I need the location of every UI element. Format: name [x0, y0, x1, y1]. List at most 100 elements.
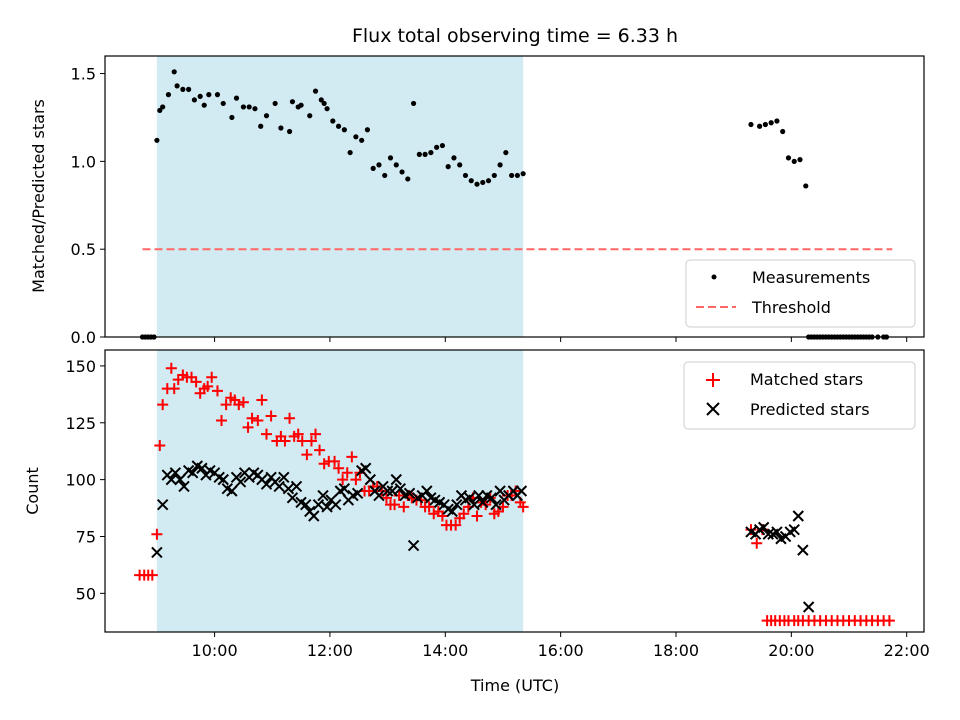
measurement-point — [364, 127, 371, 133]
bottom-legend: Matched stars Predicted stars — [683, 361, 916, 430]
measurement-point — [359, 137, 365, 143]
matched-star-point — [206, 371, 218, 383]
measurement-point — [387, 155, 394, 161]
y-tick-label: 150 — [65, 357, 96, 376]
top-legend: Measurements Threshold — [685, 259, 916, 328]
predicted-star-point — [757, 521, 770, 534]
predicted-star-point — [494, 485, 506, 497]
matched-star-point — [220, 399, 232, 411]
measurement-point — [258, 123, 264, 129]
predicted-star-point — [308, 510, 320, 522]
legend-predicted-marker — [706, 402, 720, 416]
measurement-point — [220, 100, 226, 107]
predicted-star-point — [317, 489, 329, 502]
legend-threshold-label: Threshold — [751, 298, 831, 317]
measurement-point — [278, 125, 284, 131]
matched-star-point — [310, 428, 322, 440]
matched-star-point — [341, 467, 353, 479]
predicted-star-point — [196, 462, 208, 474]
x-tick-label: 20:00 — [768, 641, 814, 660]
top-axes-frame — [104, 55, 925, 338]
measurement-point — [165, 92, 172, 98]
predicted-star-point — [165, 473, 178, 486]
measurement-point — [353, 134, 359, 140]
predicted-star-point — [373, 489, 385, 502]
matched-star-point — [165, 362, 177, 374]
predicted-star-point — [407, 539, 420, 552]
matched-star-point — [168, 383, 180, 395]
predicted-star-point — [446, 505, 458, 518]
matched-star-point — [211, 385, 223, 397]
measurement-point — [171, 69, 177, 75]
predicted-star-point — [217, 473, 229, 486]
predicted-star-point — [394, 483, 407, 495]
predicted-star-point — [771, 526, 783, 538]
matched-star-point — [151, 528, 163, 540]
measurement-point — [154, 137, 160, 143]
predicted-star-point — [286, 492, 299, 504]
measurement-point — [233, 95, 240, 101]
measurement-point — [497, 162, 503, 168]
predicted-star-point — [151, 546, 163, 559]
bottom-axes-frame — [104, 349, 925, 633]
predicted-star-point — [451, 498, 463, 511]
predicted-star-point — [468, 498, 480, 511]
predicted-star-point — [386, 485, 398, 497]
measurement-point — [252, 106, 258, 112]
matched-star-point — [380, 492, 392, 504]
measurement-point — [197, 93, 203, 99]
measurement-point — [774, 118, 780, 124]
predicted-star-point — [321, 501, 333, 513]
predicted-star-point — [329, 498, 342, 511]
predicted-star-point — [290, 480, 303, 493]
matched-star-point — [333, 462, 345, 474]
matched-star-point — [190, 376, 202, 388]
predicted-star-point — [421, 485, 433, 497]
bottom-ylabel: Count — [23, 467, 42, 515]
measurement-point — [791, 158, 797, 164]
matched-star-point — [296, 435, 308, 447]
predicted-star-point — [364, 473, 377, 486]
predicted-star-point — [390, 473, 402, 486]
predicted-star-point — [226, 485, 238, 497]
measurement-point — [307, 113, 313, 119]
measurement-point — [416, 151, 422, 157]
measurement-point — [399, 169, 405, 175]
measurement-point — [201, 102, 207, 108]
matched-star-point — [751, 537, 763, 549]
matched-star-point — [471, 510, 483, 522]
measurement-point — [229, 114, 235, 121]
top-panel: 0.0 0.5 1.0 1.5 Matched/Predicted stars Mea… — [29, 55, 925, 347]
measurement-point — [514, 172, 520, 179]
matched-star-point — [346, 451, 358, 463]
matched-star-point — [246, 412, 258, 424]
y-tick-label: 1.5 — [71, 65, 96, 84]
measurement-point — [298, 102, 304, 108]
legend-measurements-label: Measurements — [752, 268, 870, 287]
predicted-star-point — [797, 544, 809, 556]
predicted-star-point — [178, 480, 190, 493]
measurement-point — [803, 183, 809, 189]
measurement-point — [422, 151, 428, 157]
measurement-point — [240, 104, 247, 110]
legend-matched-label: Matched stars — [750, 370, 863, 389]
measurement-point — [157, 107, 163, 114]
matched-star-point — [450, 519, 462, 531]
x-tick-label: 22:00 — [884, 641, 930, 660]
measurement-point — [382, 172, 388, 179]
y-tick-label: 0.0 — [71, 328, 96, 347]
measurement-point — [191, 97, 197, 103]
measurement-point — [797, 157, 803, 163]
x-tick-label: 10:00 — [192, 641, 238, 660]
predicted-star-point — [300, 498, 312, 511]
y-tick-label: 50 — [76, 584, 96, 603]
matched-star-point — [337, 474, 349, 486]
measurement-point — [457, 162, 463, 168]
measurement-point — [312, 88, 319, 94]
y-tick-label: 1.0 — [71, 152, 96, 171]
predicted-star-point — [282, 483, 295, 495]
predicted-star-point — [802, 601, 815, 613]
matched-star-point — [398, 501, 410, 513]
matched-star-point — [237, 396, 249, 408]
measurement-point — [335, 123, 342, 129]
